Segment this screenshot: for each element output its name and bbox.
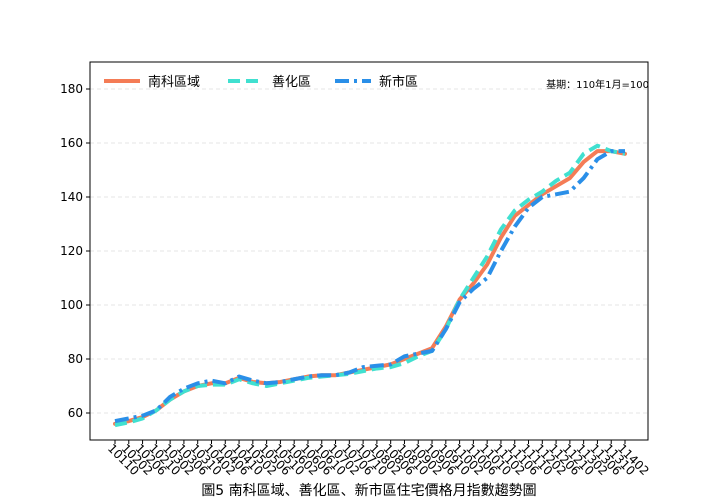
y-tick-label: 120	[60, 244, 83, 258]
chart-title: 圖5 南科區域、善化區、新市區住宅價格月指數趨勢圖	[201, 482, 536, 499]
y-tick-label: 160	[60, 136, 83, 150]
annotation: 基期：110年1月=100	[546, 78, 649, 91]
legend-label: 新市區	[379, 74, 418, 90]
series-line	[113, 149, 627, 426]
plot-frame	[89, 61, 649, 441]
series-line	[114, 149, 625, 424]
legend-label: 南科區域	[148, 74, 200, 90]
y-tick-label: 100	[60, 298, 83, 312]
y-tick-label: 60	[68, 406, 83, 420]
y-tick-label: 80	[68, 352, 83, 366]
legend-label: 善化區	[272, 74, 311, 90]
y-tick-label: 140	[60, 190, 83, 204]
y-tick-label: 180	[60, 82, 83, 96]
series-line	[114, 143, 626, 428]
